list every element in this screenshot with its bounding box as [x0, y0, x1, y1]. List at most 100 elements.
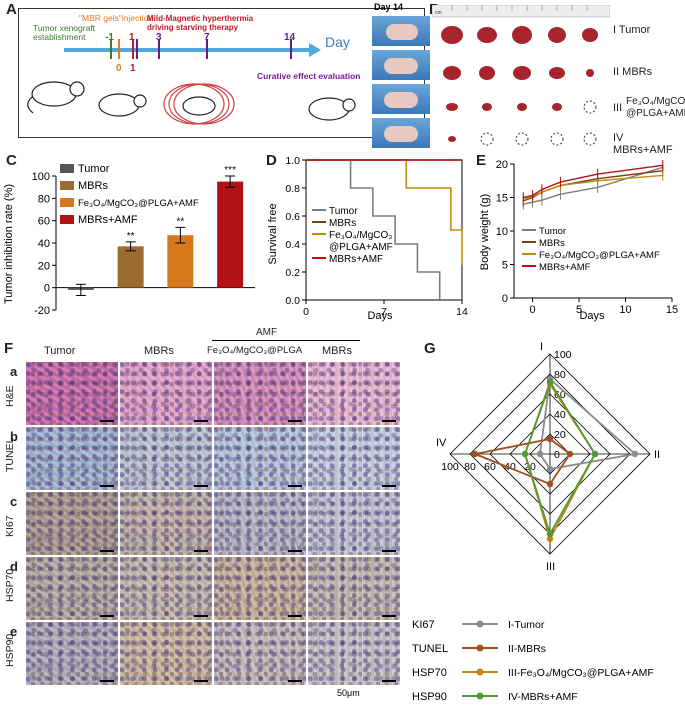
chart-c-bar — [217, 181, 244, 288]
radar-series-point — [591, 450, 599, 458]
radar-series-point — [546, 530, 554, 538]
histology-image-tile — [120, 622, 212, 685]
histology-image-tile — [26, 362, 118, 425]
radar-legend-dot — [476, 692, 484, 700]
row-label-fe3o4-line1: Fe₃O₄/MgCO₃ — [626, 96, 685, 107]
histology-row-label: TUNEL — [4, 437, 16, 472]
scale-bar — [194, 420, 208, 422]
chart-c-bar — [167, 235, 194, 288]
radar-tick-label-top: 40 — [554, 409, 566, 421]
chart-d-ylabel: Survival free — [267, 203, 279, 264]
tumor-row-1 — [441, 26, 598, 44]
scale-bar — [100, 485, 114, 487]
radar-tick-label-left: 40 — [504, 461, 516, 473]
chart-c-ytick-label: 0 — [44, 283, 50, 295]
radar-tick-label-left: 80 — [464, 461, 476, 473]
chart-d-ytick-label: 0.0 — [285, 295, 300, 307]
histology-image-tile — [120, 362, 212, 425]
chart-c-ytick-label: 80 — [38, 193, 50, 205]
histology-image-tile — [26, 557, 118, 620]
day-14-label: Day 14 — [374, 2, 404, 12]
chart-e-ytick-label: 10 — [496, 226, 508, 238]
scale-bar — [194, 680, 208, 682]
radar-legend-marker-label: TUNEL — [412, 643, 448, 655]
chart-c-legend-swatch — [60, 198, 74, 207]
row-label-fe3o4-line2: @PLGA+AMF — [626, 108, 685, 119]
scale-bar — [382, 550, 396, 552]
radar-series-point — [546, 378, 554, 386]
chart-e-ytick-label: 5 — [502, 260, 508, 272]
scale-bar — [194, 485, 208, 487]
histology-image-tile — [214, 427, 306, 490]
chart-c-significance: ** — [176, 216, 184, 227]
histology-row-letter: d — [10, 559, 18, 574]
row-label-mbrs-amf: IV MBRs+AMF — [613, 132, 673, 156]
chart-e-xtick-label: 0 — [530, 304, 536, 316]
chart-c-legend-label: Fe₃O₄/MgCO₃@PLGA+AMF — [78, 198, 199, 209]
therapy-label-line1: Mild-Magnetic hyperthermia — [147, 14, 254, 23]
panel-letter-a: A — [6, 1, 17, 18]
chart-e-xlabel: Days — [579, 310, 605, 322]
chart-e-series-line — [523, 174, 663, 200]
chart-d-legend-label: Fe₃O₄/MgCO₃ — [329, 230, 392, 241]
panel-letter-c: C — [6, 152, 17, 169]
row-label-mbrs: II MBRs — [613, 66, 653, 78]
radar-series-polygon — [524, 379, 597, 537]
radar-series-point — [546, 535, 554, 543]
scale-bar — [100, 615, 114, 617]
histology-image-tile — [308, 622, 400, 685]
excised-tumors-photo: cm — [431, 4, 611, 146]
radar-axis-label: I — [540, 341, 543, 353]
day-label-neg1: -1 — [105, 32, 114, 43]
radar-tick-label-left: 100 — [441, 461, 459, 473]
chart-e-series-line — [523, 164, 663, 199]
radar-legend-group-label: III-Fe₃O₄/MgCO₃@PLGA+AMF — [508, 667, 654, 679]
chart-d-xtick-label: 14 — [456, 306, 468, 318]
radar-tick-label-top: 60 — [554, 389, 566, 401]
histology-row-label: HSP90 — [4, 633, 16, 667]
histology-image-tile — [26, 492, 118, 555]
scale-bar — [288, 680, 302, 682]
histology-image-tile — [214, 362, 306, 425]
chart-e-legend-label: MBRs — [539, 238, 565, 249]
chart-e-ytick-label: 20 — [496, 159, 508, 171]
day-label-0: 0 — [116, 63, 122, 74]
mouse-illustration-1 — [27, 81, 85, 114]
chart-c-ytick-label: 40 — [38, 238, 50, 250]
chart-e-xtick-label: 10 — [619, 304, 631, 316]
day-label-1-top: 1 — [129, 32, 135, 43]
histology-row-letter: c — [10, 494, 18, 509]
evaluation-label: Curative effect evaluation — [257, 71, 360, 81]
scale-bar — [288, 485, 302, 487]
histology-row-letter: a — [10, 364, 18, 379]
mouse-photo-column: Day 14 — [372, 2, 432, 150]
scale-bar — [288, 550, 302, 552]
panel-letter-e: E — [476, 152, 487, 169]
histology-row-label: H&E — [4, 385, 16, 407]
tumor-xenograft-label-line2: establishment — [33, 32, 86, 42]
radar-series-point — [546, 465, 554, 473]
mouse-photo-tumor — [372, 16, 430, 46]
histology-image-tile — [214, 557, 306, 620]
radar-axis-label: III — [546, 561, 555, 573]
amf-bracket-line — [212, 340, 360, 341]
radar-tick-label-left: 60 — [484, 461, 496, 473]
col-header-tumor: Tumor — [44, 345, 76, 357]
chart-e-legend-label: Fe₃O₄/MgCO₃@PLGA+AMF — [539, 250, 660, 261]
tumor-photo-grid: cm — [431, 4, 611, 150]
histology-image-tile — [120, 492, 212, 555]
chart-d-legend-label: @PLGA+AMF — [329, 242, 393, 253]
mouse-photo-fe3o4 — [372, 84, 430, 114]
chart-d-ytick-label: 0.8 — [285, 183, 300, 195]
chart-e-ylabel: Body weight (g) — [479, 194, 491, 270]
panel-letter-d: D — [266, 152, 277, 169]
timeline-day-label: Day — [325, 34, 350, 50]
ruler-unit: cm — [435, 10, 442, 16]
radar-series-point — [546, 435, 554, 443]
chart-d-xtick-label: 7 — [381, 306, 387, 318]
mouse-illustration-3 — [308, 97, 356, 121]
radar-tick-label-top: 100 — [554, 349, 572, 361]
mouse-illustration-2 — [98, 93, 147, 117]
mouse-in-coil-illustration — [163, 83, 235, 125]
radar-series-point — [471, 450, 479, 458]
